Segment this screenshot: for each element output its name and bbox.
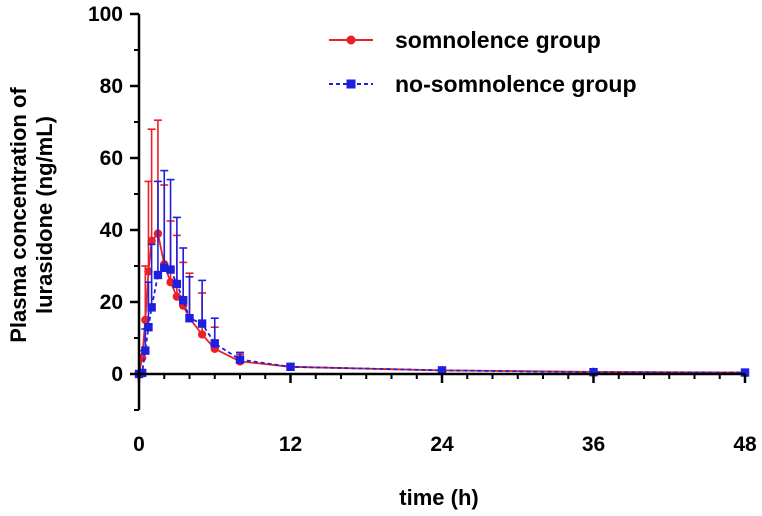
x-tick-label: 24: [430, 433, 454, 456]
x-tick-label: 36: [582, 433, 605, 456]
data-point: [437, 366, 447, 375]
data-point: [153, 270, 163, 280]
legend-label-no-somnolence: no-somnolence group: [395, 71, 637, 97]
y-tick-label: 40: [100, 219, 123, 242]
y-axis-title-line-1: Plasma concentration of: [6, 87, 31, 343]
data-point: [235, 355, 245, 364]
x-tick-label: 48: [733, 433, 757, 456]
series-line: [138, 266, 746, 375]
series-no-somnolence: [134, 169, 750, 379]
x-axis-title: time (h): [399, 485, 478, 510]
data-point: [166, 278, 175, 287]
data-point: [210, 339, 219, 348]
data-point: [160, 263, 169, 272]
legend-label-somnolence: somnolence group: [395, 27, 601, 53]
x-tick-label: 12: [279, 433, 302, 456]
data-point: [144, 323, 153, 332]
y-axis-title: Plasma concentration of lurasidone (ng/m…: [6, 87, 57, 343]
data-point: [197, 319, 207, 328]
data-point: [178, 296, 188, 305]
series-somnolence: [134, 119, 750, 379]
data-point: [172, 292, 182, 301]
legend-item-somnolence: somnolence group: [329, 27, 601, 53]
y-tick-label: 80: [100, 75, 123, 98]
data-point: [286, 362, 295, 371]
y-tick-label: 0: [111, 363, 123, 386]
y-tick-label: 20: [100, 291, 123, 314]
data-point: [589, 368, 598, 377]
data-point: [172, 279, 182, 289]
y-tick-label: 60: [100, 147, 123, 170]
legend-marker-circle-icon: [346, 35, 356, 45]
data-point: [141, 346, 150, 355]
data-point: [141, 315, 150, 325]
data-point: [740, 368, 750, 377]
data-point: [144, 267, 153, 276]
data-point: [197, 330, 207, 339]
y-tick-label: 100: [88, 3, 123, 26]
ticks: 0 20 40 60 80 100 0 12 24 36 48: [88, 3, 757, 456]
plot-area: [134, 119, 750, 379]
data-point: [147, 303, 156, 312]
data-point: [147, 236, 156, 245]
data-point: [166, 265, 175, 274]
data-point: [185, 314, 194, 323]
legend-item-no-somnolence: no-somnolence group: [329, 71, 637, 97]
x-tick-label: 0: [133, 433, 145, 456]
y-axis-title-line-2: lurasidone (ng/mL): [32, 116, 57, 314]
legend: somnolence group no-somnolence group: [329, 27, 637, 97]
legend-marker-square-icon: [346, 79, 356, 89]
